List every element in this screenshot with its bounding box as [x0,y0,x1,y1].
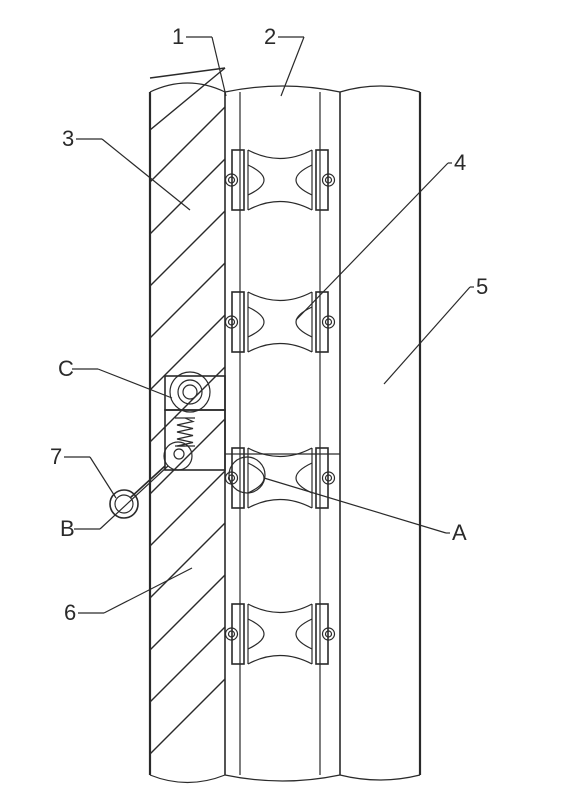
callout-1: 1 [172,24,226,96]
callout-5-label: 5 [476,274,488,299]
callout-7-label: 7 [50,444,62,469]
callout-3-label: 3 [62,126,74,151]
callout-3: 3 [62,126,190,210]
callout-6-label: 6 [64,600,76,625]
callout-2-label: 2 [264,24,276,49]
callout-B-label: B [60,516,75,541]
callout-4: 4 [296,150,466,320]
callout-5: 5 [384,274,488,384]
callout-A: A [264,478,467,545]
callout-A-label: A [452,520,467,545]
callout-6: 6 [64,568,192,625]
callout-7: 7 [50,444,116,498]
technical-drawing: 1 2 3 4 5 6 7 A B C [50,24,488,783]
callout-4-label: 4 [454,150,466,175]
callout-2: 2 [264,24,304,96]
callout-C-label: C [58,356,74,381]
callout-1-label: 1 [172,24,184,49]
callout-C: C [58,356,172,398]
